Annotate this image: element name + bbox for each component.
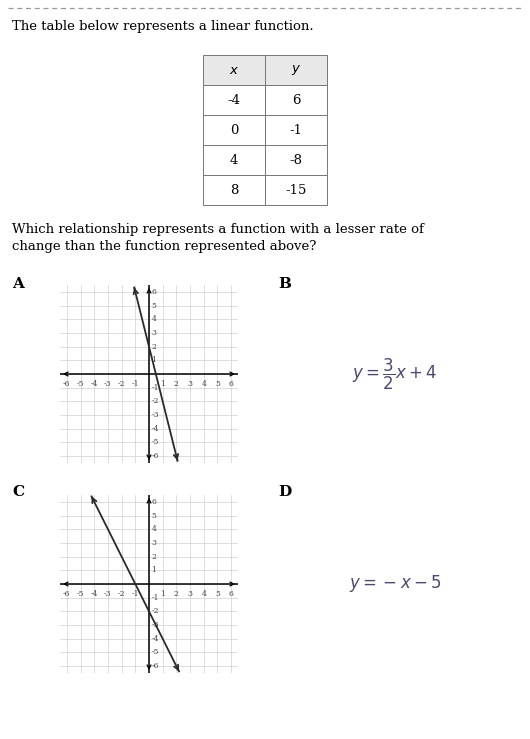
Bar xyxy=(265,175,327,205)
Text: 3: 3 xyxy=(152,329,156,337)
Text: 4: 4 xyxy=(201,590,206,598)
Text: -1: -1 xyxy=(131,590,139,598)
Text: change than the function represented above?: change than the function represented abo… xyxy=(12,240,316,253)
Bar xyxy=(265,145,327,175)
Text: $y = \dfrac{3}{2}x + 4$: $y = \dfrac{3}{2}x + 4$ xyxy=(352,356,438,392)
Text: 2: 2 xyxy=(152,343,156,350)
Text: 2: 2 xyxy=(152,553,156,561)
Text: 2: 2 xyxy=(174,380,179,388)
Text: -4: -4 xyxy=(152,635,159,643)
Text: -8: -8 xyxy=(289,154,303,166)
Bar xyxy=(203,115,265,145)
Text: -3: -3 xyxy=(152,411,159,419)
Text: -5: -5 xyxy=(152,648,159,656)
Text: $y$: $y$ xyxy=(291,63,301,77)
Text: -6: -6 xyxy=(152,452,159,460)
Bar xyxy=(265,85,327,115)
Text: A: A xyxy=(12,277,24,291)
Text: 1: 1 xyxy=(152,566,156,574)
Text: -5: -5 xyxy=(152,438,159,446)
Text: 1: 1 xyxy=(160,590,165,598)
Text: -2: -2 xyxy=(152,607,159,616)
Text: 0: 0 xyxy=(230,123,238,137)
Text: -2: -2 xyxy=(118,380,126,388)
Text: -6: -6 xyxy=(63,380,70,388)
Text: 2: 2 xyxy=(174,590,179,598)
Text: C: C xyxy=(12,485,24,499)
Text: 4: 4 xyxy=(230,154,238,166)
Text: $x$: $x$ xyxy=(229,64,239,77)
Bar xyxy=(265,115,327,145)
Text: D: D xyxy=(278,485,292,499)
Text: -3: -3 xyxy=(104,380,112,388)
Text: 3: 3 xyxy=(188,380,192,388)
Text: 5: 5 xyxy=(152,302,156,310)
Text: 6: 6 xyxy=(292,94,301,106)
Text: 5: 5 xyxy=(215,380,220,388)
Text: 4: 4 xyxy=(152,316,156,323)
Text: -15: -15 xyxy=(285,183,307,197)
Text: 1: 1 xyxy=(160,380,165,388)
Text: B: B xyxy=(278,277,291,291)
Text: 6: 6 xyxy=(229,590,234,598)
Text: -4: -4 xyxy=(227,94,241,106)
Text: $y = -x - 5$: $y = -x - 5$ xyxy=(349,573,441,594)
Text: 3: 3 xyxy=(152,539,156,547)
Text: -3: -3 xyxy=(152,621,159,629)
Text: -4: -4 xyxy=(152,425,159,433)
Text: -5: -5 xyxy=(77,380,84,388)
Text: -3: -3 xyxy=(104,590,112,598)
Bar xyxy=(203,85,265,115)
Text: 6: 6 xyxy=(229,380,234,388)
Text: The table below represents a linear function.: The table below represents a linear func… xyxy=(12,20,314,33)
Text: Which relationship represents a function with a lesser rate of: Which relationship represents a function… xyxy=(12,223,424,236)
Bar xyxy=(203,55,265,85)
Text: 4: 4 xyxy=(152,525,156,534)
Text: 4: 4 xyxy=(201,380,206,388)
Text: -2: -2 xyxy=(118,590,126,598)
Text: -1: -1 xyxy=(152,593,159,602)
Text: 6: 6 xyxy=(152,498,156,506)
Text: 5: 5 xyxy=(152,511,156,520)
Text: -4: -4 xyxy=(91,590,98,598)
Text: -1: -1 xyxy=(289,123,303,137)
Text: -5: -5 xyxy=(77,590,84,598)
Text: 6: 6 xyxy=(152,288,156,296)
Bar xyxy=(203,175,265,205)
Text: 1: 1 xyxy=(152,356,156,364)
Bar xyxy=(265,55,327,85)
Bar xyxy=(203,145,265,175)
Text: 8: 8 xyxy=(230,183,238,197)
Text: -1: -1 xyxy=(131,380,139,388)
Text: 3: 3 xyxy=(188,590,192,598)
Text: -6: -6 xyxy=(63,590,70,598)
Text: -2: -2 xyxy=(152,398,159,406)
Text: 5: 5 xyxy=(215,590,220,598)
Text: -6: -6 xyxy=(152,662,159,670)
Text: -4: -4 xyxy=(91,380,98,388)
Text: -1: -1 xyxy=(152,384,159,392)
